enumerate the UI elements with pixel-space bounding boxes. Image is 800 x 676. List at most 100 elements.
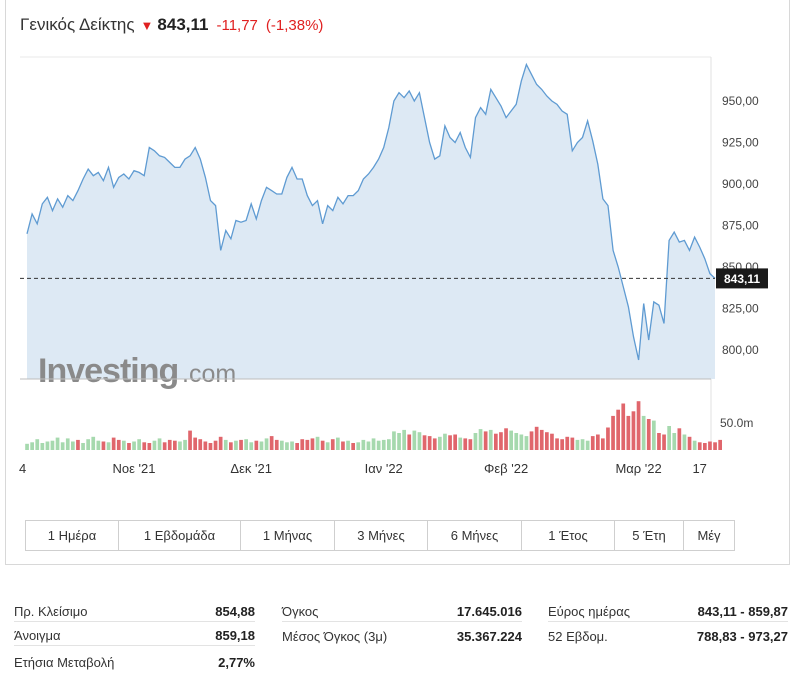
range-tab[interactable]: 1 Έτος — [522, 521, 615, 550]
volume-bar — [631, 411, 636, 450]
volume-bar — [60, 442, 65, 450]
volume-bar — [657, 433, 661, 450]
y-tick-label: 825,00 — [722, 302, 759, 316]
last-price-badge — [716, 268, 768, 289]
volume-bar — [621, 403, 626, 450]
range-tab[interactable]: 6 Μήνες — [428, 521, 522, 550]
volume-bar — [483, 431, 488, 450]
quote-statistics: Πρ. Κλείσιμο 854,88 Άνοιγμα 859,18 Ετήσι… — [0, 598, 800, 676]
last-price-marker: 843,11 — [20, 268, 768, 289]
volume-bar — [590, 436, 595, 450]
range-tab[interactable]: Μέγ — [697, 528, 721, 543]
chart-panel: Γενικός Δείκτης ▼ 843,11 -11,77 (-1,38%)… — [5, 0, 790, 565]
stat-label: 52 Εβδομ. — [548, 628, 608, 644]
stat-open: Άνοιγμα 859,18 — [14, 626, 255, 646]
volume-bar — [494, 433, 498, 450]
volume-bar — [76, 439, 80, 450]
volume-axis-tick: 50.0m — [720, 416, 753, 430]
volume-bar — [412, 430, 417, 450]
volume-bar — [330, 439, 335, 450]
y-tick-label: 925,00 — [722, 136, 759, 150]
price-chart[interactable]: Investing .com 950,00 925,00 900,00 875,00 8… — [6, 0, 789, 500]
volume-bar — [672, 433, 677, 450]
volume-bar — [539, 429, 544, 450]
stat-annual-change: Ετήσια Μεταβολή 2,77% — [14, 652, 255, 672]
volume-bar — [208, 443, 213, 450]
volume-bar — [417, 432, 422, 450]
volume-bar — [142, 442, 147, 450]
volume-bar — [443, 433, 447, 450]
volume-bar — [351, 443, 355, 450]
volume-bar — [529, 431, 534, 450]
volume-bar — [662, 434, 666, 450]
volume-bar — [708, 441, 712, 450]
range-tab[interactable]: 3 Μήνες — [335, 521, 428, 550]
price-change-percent: (-1,38%) — [265, 16, 324, 34]
volume-bar — [580, 439, 585, 450]
volume-bar — [35, 439, 40, 450]
stat-label: Όγκος — [282, 604, 319, 619]
volume-bar — [50, 440, 55, 450]
volume-bar — [254, 440, 259, 450]
volume-bar — [550, 433, 554, 450]
volume-bar — [45, 441, 50, 450]
volume-bar — [111, 437, 116, 450]
volume-bar — [213, 440, 218, 450]
price-area — [26, 62, 716, 379]
volume-bar — [249, 442, 254, 450]
volume-bar — [626, 415, 631, 450]
stat-value: 17.645.016 — [456, 604, 522, 619]
volume-bar — [381, 439, 386, 450]
price-change: -11,77 — [216, 16, 258, 34]
volume-bar — [575, 439, 580, 450]
x-tick-label: Φεβ '22 — [484, 461, 528, 476]
volume-bar — [641, 415, 646, 450]
volume-bar — [427, 436, 432, 450]
volume-bar — [677, 428, 682, 450]
volume-bar — [585, 440, 590, 450]
volume-bar — [361, 439, 366, 450]
volume-bar — [504, 428, 508, 450]
volume-bar — [127, 443, 131, 450]
stat-day-range: Εύρος ημέρας 843,11 - 859,87 — [548, 602, 788, 622]
volume-bar — [274, 439, 279, 450]
volume-bar — [499, 432, 503, 450]
volume-bar — [636, 401, 641, 450]
volume-bar — [713, 442, 717, 450]
volume-bar — [371, 438, 376, 450]
last-price-badge-label: 843,11 — [724, 272, 760, 286]
volume-bar — [71, 441, 75, 450]
range-tab[interactable]: 1 Ημέρα — [26, 521, 119, 550]
index-name: Γενικός Δείκτης — [20, 15, 135, 34]
volume-bar — [173, 440, 177, 450]
volume-bar — [432, 438, 437, 450]
range-tab[interactable]: 1 Εβδομάδα — [119, 521, 241, 550]
volume-bar — [320, 440, 325, 450]
volume-bar — [356, 442, 361, 450]
range-tab[interactable]: 1 Μήνας — [241, 521, 335, 550]
volume-bar — [157, 438, 162, 450]
volume-bar — [524, 436, 529, 450]
volume-bar — [229, 442, 233, 450]
volume-bar — [132, 441, 136, 450]
volume-bar — [473, 433, 478, 450]
volume-bar — [91, 436, 96, 450]
stat-value: 2,77% — [218, 654, 255, 670]
volume-bar — [692, 440, 697, 450]
volume-bar — [652, 420, 656, 450]
price-line — [26, 62, 716, 361]
stat-value: 854,88 — [215, 604, 255, 619]
volume-bar — [162, 442, 167, 450]
volume-bar — [280, 440, 284, 450]
volume-bar — [106, 442, 111, 450]
volume-bar — [315, 436, 320, 450]
volume-bar — [519, 434, 524, 450]
volume-bar — [193, 437, 197, 450]
range-tab[interactable]: 5 Έτη — [615, 521, 684, 550]
volume-bar — [407, 434, 412, 450]
stat-value: 788,83 - 973,27 — [696, 628, 788, 644]
volume-bar — [438, 436, 442, 450]
volume-bar — [478, 429, 483, 450]
y-tick-label: 875,00 — [722, 219, 759, 233]
volume-bar — [422, 435, 427, 450]
